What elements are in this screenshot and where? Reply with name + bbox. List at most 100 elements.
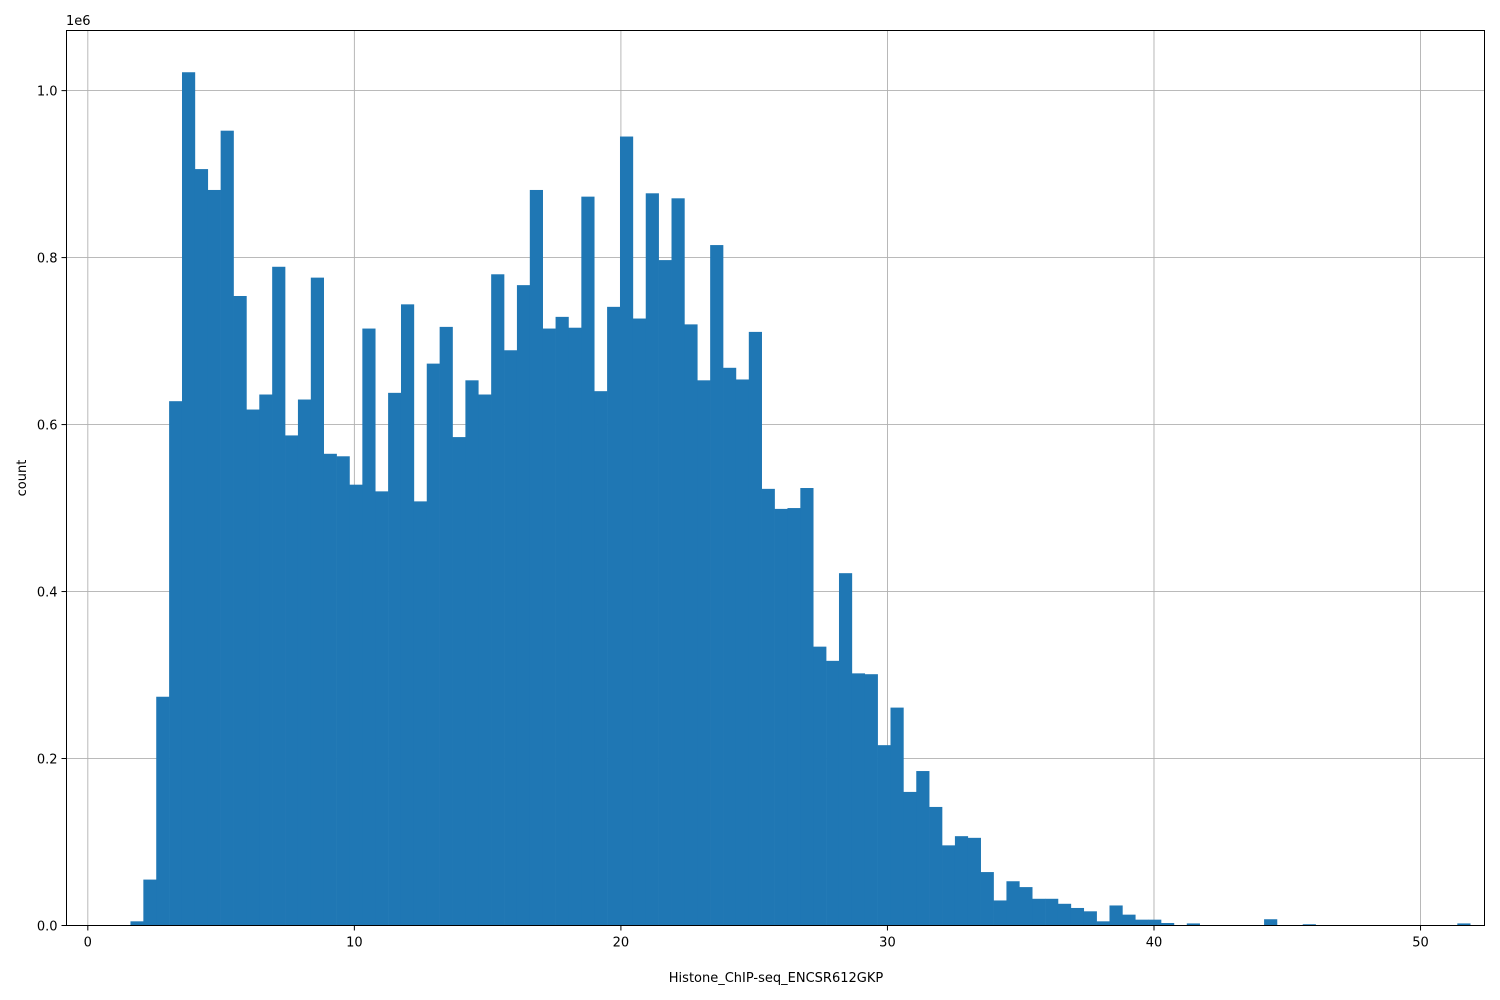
histogram-bar — [388, 392, 402, 926]
histogram-bar — [194, 169, 209, 926]
histogram-bar — [297, 399, 312, 926]
histogram-bar — [864, 674, 878, 926]
y-axis-multiplier: 1e6 — [66, 14, 91, 29]
histogram-bar — [375, 491, 389, 926]
axis-ticks: 0 10 20 30 40 50 0.0 0.2 0.4 0.6 0.8 1.0 — [37, 85, 1429, 951]
histogram-bar — [1019, 887, 1033, 926]
histogram-bar — [967, 837, 981, 926]
plot-frame — [66, 30, 1485, 926]
histogram-bar — [272, 266, 286, 926]
histogram-bar — [516, 285, 531, 926]
histogram-bar — [465, 380, 479, 926]
histogram-bar — [349, 484, 363, 926]
histogram-bar — [954, 836, 969, 926]
histogram-bar — [877, 745, 891, 926]
y-tick-label: 0.4 — [37, 586, 58, 601]
y-tick-label: 0.6 — [37, 419, 58, 434]
histogram-bar — [259, 394, 273, 926]
histogram-bar — [220, 130, 234, 926]
histogram-bar — [246, 409, 260, 926]
y-tick-label: 0.0 — [37, 920, 58, 935]
histogram-bar — [838, 573, 853, 926]
histogram-bar — [1083, 911, 1097, 926]
x-tick-label: 40 — [1146, 936, 1163, 951]
histogram-bar — [774, 508, 788, 926]
histogram-bar — [787, 508, 801, 926]
histogram-bar — [1186, 923, 1200, 926]
histogram-bar — [323, 453, 337, 926]
histogram-bar — [1122, 914, 1136, 926]
histogram-bar — [645, 193, 659, 926]
histogram-bar — [710, 245, 724, 926]
histogram-bar — [1032, 898, 1046, 926]
histogram-bar — [181, 72, 196, 926]
histogram-bar — [723, 367, 737, 926]
histogram-bar — [491, 274, 505, 926]
histogram-bar — [980, 872, 994, 926]
histogram-bar — [169, 401, 183, 926]
histogram-bar — [504, 350, 518, 926]
histogram-bar — [671, 198, 685, 926]
y-tick-label: 1.0 — [37, 85, 58, 100]
histogram-bar — [233, 295, 247, 926]
histogram-bar — [1457, 923, 1471, 926]
y-tick-label: 0.2 — [37, 753, 58, 768]
histogram-bar — [658, 260, 672, 926]
histogram-bar — [929, 806, 943, 926]
histogram-bar — [581, 196, 595, 926]
histogram-bar — [735, 379, 750, 926]
histogram-bar — [285, 435, 299, 926]
x-tick-label: 50 — [1412, 936, 1429, 951]
histogram-bar — [1109, 905, 1123, 926]
x-tick-label: 30 — [879, 936, 896, 951]
histogram-bar — [1161, 922, 1175, 926]
histogram-bar — [619, 136, 634, 926]
histogram-bar — [130, 921, 144, 926]
histogram-bar — [1148, 919, 1162, 926]
histogram-bar — [800, 488, 814, 926]
histogram-bar — [916, 771, 930, 926]
histogram-bar — [697, 380, 711, 926]
histogram-bar — [1264, 919, 1278, 926]
y-axis-label: count — [15, 460, 30, 497]
histogram-bar — [903, 791, 917, 926]
histogram-bar — [826, 660, 840, 926]
histogram-bar — [1135, 919, 1149, 926]
histogram-bar — [452, 437, 466, 926]
histogram-bar — [400, 304, 415, 926]
histogram-bar — [813, 646, 827, 926]
histogram-bar — [942, 845, 956, 926]
histogram-bar — [607, 306, 621, 926]
histogram-bar — [684, 324, 698, 926]
histogram-bar — [594, 391, 608, 926]
histogram-bar — [851, 673, 866, 926]
histogram-bar — [156, 696, 170, 926]
histogram-bar — [529, 189, 543, 926]
histogram-bar — [1045, 898, 1059, 926]
histogram-bar — [413, 501, 428, 926]
histogram-bar — [1096, 921, 1110, 926]
histogram-bar — [1006, 881, 1020, 926]
histogram-bar — [1057, 903, 1072, 926]
histogram-bars — [130, 72, 1471, 926]
histogram-bar — [761, 488, 775, 926]
histogram-bar — [555, 316, 569, 926]
histogram-bar — [890, 707, 904, 926]
histogram-bar — [993, 900, 1007, 926]
histogram-bar — [426, 363, 440, 926]
x-tick-label: 0 — [84, 936, 92, 951]
histogram-bar — [632, 318, 647, 926]
histogram-bar — [336, 456, 350, 926]
histogram-bar — [143, 879, 157, 926]
histogram-bar — [542, 328, 556, 926]
histogram-bar — [439, 326, 453, 926]
y-tick-label: 0.8 — [37, 252, 58, 267]
x-axis-label: Histone_ChIP-seq_ENCSR612GKP — [669, 971, 884, 986]
histogram-bar — [1302, 924, 1316, 926]
histogram-bar — [362, 328, 376, 926]
histogram-bar — [478, 394, 492, 926]
histogram-bar — [310, 277, 324, 926]
x-tick-label: 10 — [346, 936, 363, 951]
histogram-bar — [748, 331, 762, 926]
